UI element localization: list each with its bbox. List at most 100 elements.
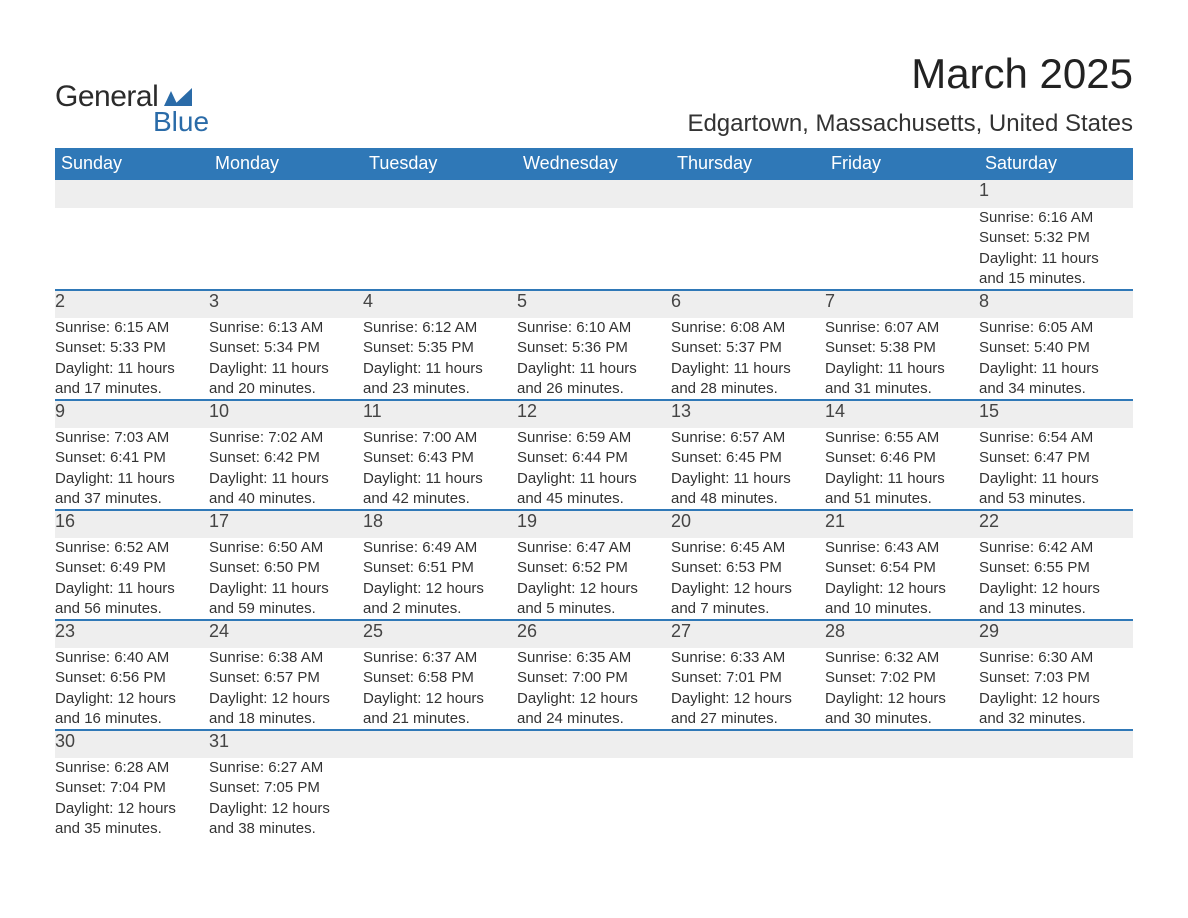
daylight-text-1: Daylight: 12 hours bbox=[671, 579, 825, 599]
day-detail-cell: Sunrise: 6:15 AMSunset: 5:33 PMDaylight:… bbox=[55, 318, 209, 400]
weekday-header: Friday bbox=[825, 148, 979, 180]
sunrise-text: Sunrise: 6:35 AM bbox=[517, 648, 671, 668]
sunset-text: Sunset: 6:45 PM bbox=[671, 448, 825, 468]
sunset-text: Sunset: 7:04 PM bbox=[55, 778, 209, 798]
daylight-text-2: and 17 minutes. bbox=[55, 379, 209, 399]
day-detail-row: Sunrise: 6:40 AMSunset: 6:56 PMDaylight:… bbox=[55, 648, 1133, 730]
sunrise-text: Sunrise: 6:57 AM bbox=[671, 428, 825, 448]
sunrise-text: Sunrise: 6:52 AM bbox=[55, 538, 209, 558]
sunset-text: Sunset: 5:38 PM bbox=[825, 338, 979, 358]
day-detail-cell: Sunrise: 6:05 AMSunset: 5:40 PMDaylight:… bbox=[979, 318, 1133, 400]
sunset-text: Sunset: 6:53 PM bbox=[671, 558, 825, 578]
daylight-text-2: and 42 minutes. bbox=[363, 489, 517, 509]
sunrise-text: Sunrise: 6:47 AM bbox=[517, 538, 671, 558]
weekday-header-row: Sunday Monday Tuesday Wednesday Thursday… bbox=[55, 148, 1133, 180]
sunrise-text: Sunrise: 6:42 AM bbox=[979, 538, 1133, 558]
daylight-text-1: Daylight: 12 hours bbox=[517, 579, 671, 599]
day-number-cell: 8 bbox=[979, 290, 1133, 318]
day-number-cell bbox=[671, 730, 825, 758]
sunset-text: Sunset: 6:46 PM bbox=[825, 448, 979, 468]
day-detail-row: Sunrise: 6:16 AMSunset: 5:32 PMDaylight:… bbox=[55, 208, 1133, 290]
day-detail-cell: Sunrise: 6:13 AMSunset: 5:34 PMDaylight:… bbox=[209, 318, 363, 400]
sunrise-text: Sunrise: 6:15 AM bbox=[55, 318, 209, 338]
day-detail-cell bbox=[55, 208, 209, 290]
daylight-text-1: Daylight: 11 hours bbox=[209, 469, 363, 489]
daylight-text-1: Daylight: 12 hours bbox=[517, 689, 671, 709]
sunset-text: Sunset: 6:43 PM bbox=[363, 448, 517, 468]
daylight-text-2: and 37 minutes. bbox=[55, 489, 209, 509]
daylight-text-1: Daylight: 11 hours bbox=[363, 359, 517, 379]
day-number-row: 16171819202122 bbox=[55, 510, 1133, 538]
daylight-text-2: and 15 minutes. bbox=[979, 269, 1133, 289]
sunset-text: Sunset: 5:34 PM bbox=[209, 338, 363, 358]
logo-flag-icon bbox=[164, 86, 192, 106]
day-number-cell: 1 bbox=[979, 180, 1133, 208]
sunset-text: Sunset: 6:54 PM bbox=[825, 558, 979, 578]
day-number-cell: 2 bbox=[55, 290, 209, 318]
sunrise-text: Sunrise: 6:37 AM bbox=[363, 648, 517, 668]
daylight-text-1: Daylight: 12 hours bbox=[363, 579, 517, 599]
weekday-header: Thursday bbox=[671, 148, 825, 180]
daylight-text-1: Daylight: 11 hours bbox=[363, 469, 517, 489]
sunrise-text: Sunrise: 6:49 AM bbox=[363, 538, 517, 558]
day-detail-row: Sunrise: 6:15 AMSunset: 5:33 PMDaylight:… bbox=[55, 318, 1133, 400]
daylight-text-2: and 28 minutes. bbox=[671, 379, 825, 399]
day-detail-cell: Sunrise: 6:42 AMSunset: 6:55 PMDaylight:… bbox=[979, 538, 1133, 620]
daylight-text-2: and 48 minutes. bbox=[671, 489, 825, 509]
day-detail-cell: Sunrise: 6:32 AMSunset: 7:02 PMDaylight:… bbox=[825, 648, 979, 730]
day-detail-cell bbox=[979, 758, 1133, 839]
day-detail-cell: Sunrise: 6:45 AMSunset: 6:53 PMDaylight:… bbox=[671, 538, 825, 620]
day-number-cell: 30 bbox=[55, 730, 209, 758]
daylight-text-2: and 34 minutes. bbox=[979, 379, 1133, 399]
day-number-cell: 11 bbox=[363, 400, 517, 428]
logo-text-blue: Blue bbox=[55, 106, 209, 138]
daylight-text-2: and 27 minutes. bbox=[671, 709, 825, 729]
day-number-cell: 6 bbox=[671, 290, 825, 318]
sunrise-text: Sunrise: 6:43 AM bbox=[825, 538, 979, 558]
day-detail-cell: Sunrise: 6:47 AMSunset: 6:52 PMDaylight:… bbox=[517, 538, 671, 620]
daylight-text-2: and 59 minutes. bbox=[209, 599, 363, 619]
daylight-text-2: and 51 minutes. bbox=[825, 489, 979, 509]
daylight-text-2: and 13 minutes. bbox=[979, 599, 1133, 619]
day-number-cell: 24 bbox=[209, 620, 363, 648]
day-detail-cell: Sunrise: 6:37 AMSunset: 6:58 PMDaylight:… bbox=[363, 648, 517, 730]
sunrise-text: Sunrise: 6:30 AM bbox=[979, 648, 1133, 668]
day-number-cell bbox=[209, 180, 363, 208]
daylight-text-1: Daylight: 11 hours bbox=[979, 359, 1133, 379]
sunset-text: Sunset: 6:49 PM bbox=[55, 558, 209, 578]
sunrise-text: Sunrise: 6:27 AM bbox=[209, 758, 363, 778]
daylight-text-1: Daylight: 11 hours bbox=[209, 359, 363, 379]
day-number-cell: 29 bbox=[979, 620, 1133, 648]
day-number-cell: 27 bbox=[671, 620, 825, 648]
sunrise-text: Sunrise: 6:50 AM bbox=[209, 538, 363, 558]
day-number-cell: 22 bbox=[979, 510, 1133, 538]
day-number-cell bbox=[55, 180, 209, 208]
day-number-cell: 3 bbox=[209, 290, 363, 318]
day-detail-cell: Sunrise: 6:27 AMSunset: 7:05 PMDaylight:… bbox=[209, 758, 363, 839]
daylight-text-1: Daylight: 11 hours bbox=[209, 579, 363, 599]
sunset-text: Sunset: 6:58 PM bbox=[363, 668, 517, 688]
sunrise-text: Sunrise: 6:38 AM bbox=[209, 648, 363, 668]
day-number-cell: 23 bbox=[55, 620, 209, 648]
day-number-row: 2345678 bbox=[55, 290, 1133, 318]
daylight-text-1: Daylight: 12 hours bbox=[825, 579, 979, 599]
sunset-text: Sunset: 6:56 PM bbox=[55, 668, 209, 688]
daylight-text-1: Daylight: 11 hours bbox=[55, 579, 209, 599]
sunset-text: Sunset: 7:00 PM bbox=[517, 668, 671, 688]
sunrise-text: Sunrise: 6:32 AM bbox=[825, 648, 979, 668]
sunset-text: Sunset: 6:44 PM bbox=[517, 448, 671, 468]
daylight-text-1: Daylight: 12 hours bbox=[979, 579, 1133, 599]
day-number-cell: 5 bbox=[517, 290, 671, 318]
day-number-cell: 7 bbox=[825, 290, 979, 318]
title-block: March 2025 Edgartown, Massachusetts, Uni… bbox=[687, 50, 1133, 138]
sunset-text: Sunset: 6:57 PM bbox=[209, 668, 363, 688]
daylight-text-1: Daylight: 11 hours bbox=[671, 469, 825, 489]
sunrise-text: Sunrise: 6:33 AM bbox=[671, 648, 825, 668]
daylight-text-2: and 30 minutes. bbox=[825, 709, 979, 729]
day-detail-cell: Sunrise: 6:10 AMSunset: 5:36 PMDaylight:… bbox=[517, 318, 671, 400]
day-detail-cell: Sunrise: 6:08 AMSunset: 5:37 PMDaylight:… bbox=[671, 318, 825, 400]
daylight-text-2: and 23 minutes. bbox=[363, 379, 517, 399]
day-detail-cell bbox=[825, 208, 979, 290]
daylight-text-1: Daylight: 11 hours bbox=[671, 359, 825, 379]
daylight-text-2: and 20 minutes. bbox=[209, 379, 363, 399]
